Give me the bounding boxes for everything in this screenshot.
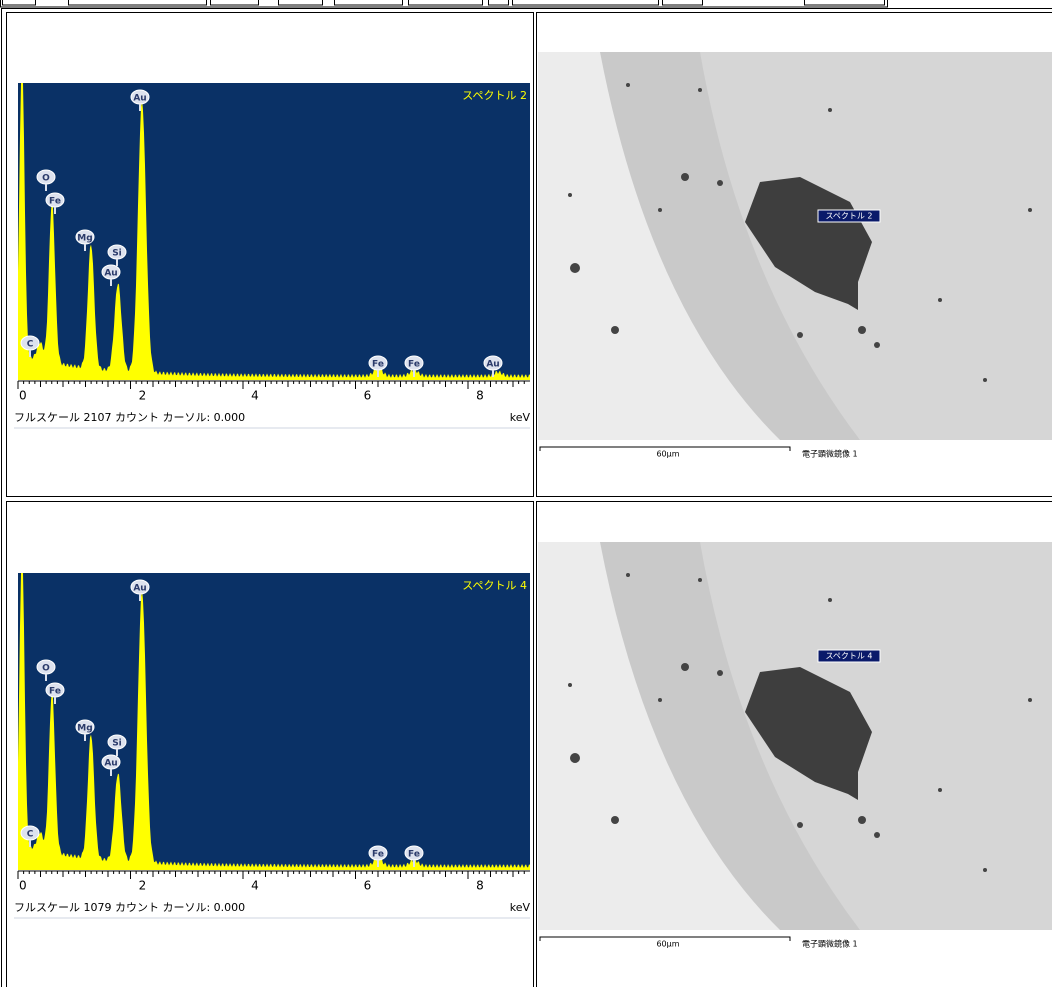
peak-label: Au (486, 360, 499, 370)
sem-region-inner (700, 542, 1052, 930)
sem-dot (1028, 208, 1032, 212)
peak-label: Mg (77, 724, 92, 734)
peak-label: Mg (77, 234, 92, 244)
peak-label: Fe (372, 360, 384, 370)
image-caption: 電子顕微鏡像 1 (802, 939, 858, 949)
peak-label: C (27, 340, 34, 350)
x-tick-label: 8 (476, 879, 484, 893)
sem-dot (874, 342, 880, 348)
sem-dot (983, 868, 987, 872)
spectrum-footer: フルスケール 2107 カウント カーソル: 0.000 (14, 411, 245, 424)
x-tick-label: 6 (364, 879, 372, 893)
peak-label: C (27, 830, 34, 840)
x-tick-label: 0 (19, 879, 27, 893)
sem-dot (938, 298, 942, 302)
spectrum-label: スペクトル 4 (462, 579, 527, 592)
sem-dot (698, 578, 702, 582)
sem-dot (698, 88, 702, 92)
axis-strip (18, 380, 530, 428)
scale-label: 60μm (656, 450, 679, 459)
scale-bar (539, 936, 791, 941)
sem-dot (797, 332, 803, 338)
x-tick-label: 2 (139, 389, 147, 403)
sem-dot (570, 263, 580, 273)
spectrum-curve (18, 83, 530, 380)
sem-label-box (817, 649, 881, 663)
sem-dot (828, 598, 832, 602)
sem-dot (611, 816, 619, 824)
sem-image: スペクトル 2 60μm 電子顕微鏡像 1 (538, 52, 1052, 460)
spectrum-plot (18, 83, 530, 380)
sem-particle (745, 667, 872, 800)
sem-dot (874, 832, 880, 838)
sem-dot (717, 180, 723, 186)
peak-label: Fe (408, 360, 420, 370)
top-bar (0, 0, 888, 8)
x-unit: keV (510, 411, 531, 424)
sem-dot (1028, 698, 1032, 702)
scale-bar (539, 446, 791, 451)
peak-label: Au (133, 94, 146, 104)
axis-strip (18, 870, 530, 918)
x-unit: keV (510, 901, 531, 914)
x-tick-label: 4 (251, 879, 259, 893)
sem-dot (626, 573, 630, 577)
sem-dot (938, 788, 942, 792)
sem-footer (538, 440, 1052, 460)
sem-dot (681, 173, 689, 181)
peak-label: Fe (372, 850, 384, 860)
sem-dot (658, 208, 662, 212)
sem-dot (717, 670, 723, 676)
peak-label: Au (104, 269, 117, 279)
table-grid (1, 8, 1052, 987)
sem-dot (828, 108, 832, 112)
x-tick-label: 8 (476, 389, 484, 403)
spectrum-label: スペクトル 2 (462, 89, 527, 102)
spectrum-panel: スペクトル 2 Au O Fe Mg Si Au C Fe Fe Au 0 2 4 6 8 keV フルスケール … (14, 83, 531, 429)
sem-dot (983, 378, 987, 382)
x-tick-label: 0 (19, 389, 27, 403)
sem-label-box (817, 209, 881, 223)
sem-dot (626, 83, 630, 87)
sem-dot (681, 663, 689, 671)
peak-label: Fe (408, 850, 420, 860)
image-caption: 電子顕微鏡像 1 (802, 449, 858, 459)
spectrum-curve (18, 573, 530, 870)
sem-region-inner (700, 52, 1052, 440)
x-tick-label: 6 (364, 389, 372, 403)
peak-label: Fe (49, 687, 61, 697)
sem-dot (858, 816, 866, 824)
spectrum-footer: フルスケール 1079 カウント カーソル: 0.000 (14, 901, 245, 914)
spectrum-panel: スペクトル 4 Au O Fe Mg Si Au C Fe Fe 0 2 4 6 8 keV フルスケール 10… (14, 573, 531, 919)
sem-dot (568, 193, 572, 197)
sem-label: スペクトル 2 (825, 212, 872, 221)
peak-label: O (42, 664, 50, 674)
sem-footer (538, 930, 1052, 950)
sem-dot (568, 683, 572, 687)
peak-label: Fe (49, 197, 61, 207)
sem-dot (797, 822, 803, 828)
sem-dot (658, 698, 662, 702)
sem-dot (570, 753, 580, 763)
sem-image: スペクトル 4 60μm 電子顕微鏡像 1 (538, 542, 1052, 950)
peak-label: Au (133, 584, 146, 594)
peak-label: Si (112, 739, 122, 749)
scale-label: 60μm (656, 940, 679, 949)
sem-dot (611, 326, 619, 334)
x-tick-label: 2 (139, 879, 147, 893)
sem-label: スペクトル 4 (825, 652, 872, 661)
sem-dot (858, 326, 866, 334)
peak-label: Au (104, 759, 117, 769)
peak-label: Si (112, 249, 122, 259)
x-tick-label: 4 (251, 389, 259, 403)
peak-label: O (42, 174, 50, 184)
spectrum-plot (18, 573, 530, 870)
